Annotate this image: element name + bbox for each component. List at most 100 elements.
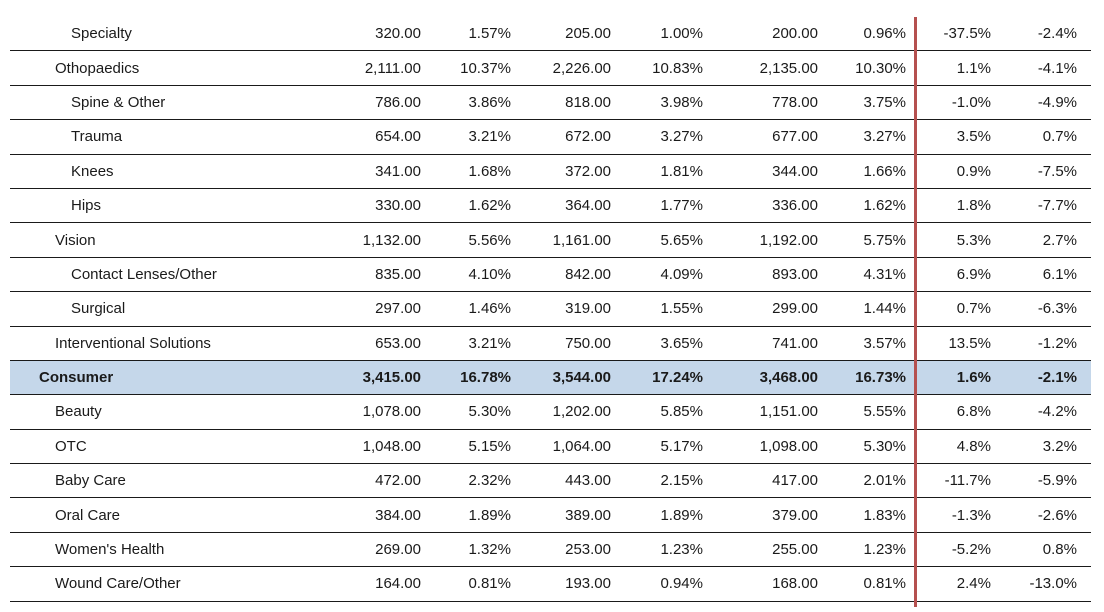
- value-cell: 2.7%: [1042, 231, 1077, 249]
- value-cell: 0.7%: [956, 300, 991, 318]
- value-cell: -13.0%: [1029, 575, 1077, 593]
- value-cell: 677.00: [772, 128, 818, 146]
- value-cell: 379.00: [772, 506, 818, 524]
- value-cell: -11.7%: [944, 472, 991, 490]
- financial-table: Specialty 320.00 1.57% 205.00 1.00% 200.…: [10, 17, 1091, 602]
- value-cell: 3.65%: [660, 334, 703, 352]
- value-cell: 0.81%: [863, 575, 906, 593]
- value-cell: 2.4%: [956, 575, 991, 593]
- table-row: Beauty 1,078.00 5.30% 1,202.00 5.85% 1,1…: [10, 395, 1091, 430]
- row-label: Knees: [71, 162, 114, 180]
- value-cell: 1.68%: [468, 162, 511, 180]
- value-cell: 842.00: [565, 265, 611, 283]
- value-cell: 893.00: [772, 265, 818, 283]
- value-cell: 4.10%: [468, 265, 511, 283]
- value-cell: 255.00: [772, 541, 818, 559]
- value-cell: 1,202.00: [552, 403, 611, 421]
- value-cell: 1.23%: [660, 541, 703, 559]
- value-cell: 3.27%: [863, 128, 906, 146]
- value-cell: 16.73%: [855, 369, 906, 387]
- value-cell: -4.2%: [1037, 403, 1077, 421]
- value-cell: -4.1%: [1037, 59, 1077, 77]
- table-row: Knees 341.00 1.68% 372.00 1.81% 344.00 1…: [10, 155, 1091, 189]
- value-cell: 253.00: [565, 541, 611, 559]
- value-cell: 1.83%: [863, 506, 906, 524]
- value-cell: 3.86%: [468, 93, 511, 111]
- value-cell: 3.2%: [1042, 437, 1077, 455]
- value-cell: 10.30%: [855, 59, 906, 77]
- value-cell: 5.55%: [863, 403, 906, 421]
- value-cell: 17.24%: [652, 369, 703, 387]
- value-cell: 1.89%: [468, 506, 511, 524]
- table-row: Contact Lenses/Other 835.00 4.10% 842.00…: [10, 258, 1091, 293]
- row-label: Specialty: [71, 25, 132, 43]
- value-cell: 319.00: [565, 300, 611, 318]
- row-label: Contact Lenses/Other: [71, 265, 217, 283]
- value-cell: 5.75%: [863, 231, 906, 249]
- row-label: Baby Care: [55, 472, 126, 490]
- value-cell: 5.15%: [468, 437, 511, 455]
- value-cell: 4.31%: [863, 265, 906, 283]
- value-cell: -1.0%: [951, 93, 991, 111]
- row-label: Spine & Other: [71, 93, 166, 111]
- value-cell: 336.00: [772, 197, 818, 215]
- row-label: Vision: [55, 231, 96, 249]
- value-cell: 2.15%: [660, 472, 703, 490]
- value-cell: 3.75%: [863, 93, 906, 111]
- value-cell: 653.00: [375, 334, 421, 352]
- row-label: Oral Care: [55, 506, 121, 524]
- value-cell: 417.00: [772, 472, 818, 490]
- value-cell: 6.1%: [1042, 265, 1077, 283]
- value-cell: -1.2%: [1037, 334, 1077, 352]
- value-cell: 3.21%: [468, 128, 511, 146]
- value-cell: 5.3%: [956, 231, 991, 249]
- table-row: Othopaedics 2,111.00 10.37% 2,226.00 10.…: [10, 51, 1091, 86]
- value-cell: 16.78%: [460, 369, 511, 387]
- value-cell: 741.00: [772, 334, 818, 352]
- value-cell: 1.57%: [468, 25, 511, 43]
- value-cell: 13.5%: [948, 334, 991, 352]
- period-divider-line: [914, 17, 917, 607]
- value-cell: 344.00: [772, 162, 818, 180]
- value-cell: 818.00: [565, 93, 611, 111]
- value-cell: 1.62%: [863, 197, 906, 215]
- value-cell: 5.56%: [468, 231, 511, 249]
- value-cell: 1.1%: [956, 59, 991, 77]
- value-cell: 5.30%: [468, 403, 511, 421]
- table-row: Surgical 297.00 1.46% 319.00 1.55% 299.0…: [10, 292, 1091, 327]
- value-cell: 1.66%: [863, 162, 906, 180]
- value-cell: 1.55%: [660, 300, 703, 318]
- value-cell: 1.44%: [863, 300, 906, 318]
- value-cell: 10.83%: [652, 59, 703, 77]
- value-cell: 1.77%: [660, 197, 703, 215]
- value-cell: 0.94%: [660, 575, 703, 593]
- value-cell: 2.01%: [863, 472, 906, 490]
- value-cell: 269.00: [375, 541, 421, 559]
- value-cell: 0.81%: [468, 575, 511, 593]
- value-cell: 6.8%: [956, 403, 991, 421]
- value-cell: 364.00: [565, 197, 611, 215]
- value-cell: 1.62%: [468, 197, 511, 215]
- value-cell: 1.8%: [956, 197, 991, 215]
- row-label: Interventional Solutions: [55, 334, 211, 352]
- table-row: Baby Care 472.00 2.32% 443.00 2.15% 417.…: [10, 464, 1091, 499]
- value-cell: -2.1%: [1037, 369, 1077, 387]
- value-cell: 3.27%: [660, 128, 703, 146]
- value-cell: 5.85%: [660, 403, 703, 421]
- value-cell: -6.3%: [1037, 300, 1077, 318]
- row-label: Women's Health: [55, 541, 165, 559]
- value-cell: 384.00: [375, 506, 421, 524]
- table-row: Wound Care/Other 164.00 0.81% 193.00 0.9…: [10, 567, 1091, 602]
- value-cell: 389.00: [565, 506, 611, 524]
- value-cell: 3.21%: [468, 334, 511, 352]
- value-cell: 0.9%: [956, 162, 991, 180]
- value-cell: 0.96%: [863, 25, 906, 43]
- row-label: OTC: [55, 437, 87, 455]
- value-cell: 297.00: [375, 300, 421, 318]
- value-cell: 3,415.00: [362, 369, 421, 387]
- value-cell: 1.32%: [468, 541, 511, 559]
- table-row: Vision 1,132.00 5.56% 1,161.00 5.65% 1,1…: [10, 223, 1091, 258]
- value-cell: 1.46%: [468, 300, 511, 318]
- value-cell: 205.00: [565, 25, 611, 43]
- table-row: Spine & Other 786.00 3.86% 818.00 3.98% …: [10, 86, 1091, 121]
